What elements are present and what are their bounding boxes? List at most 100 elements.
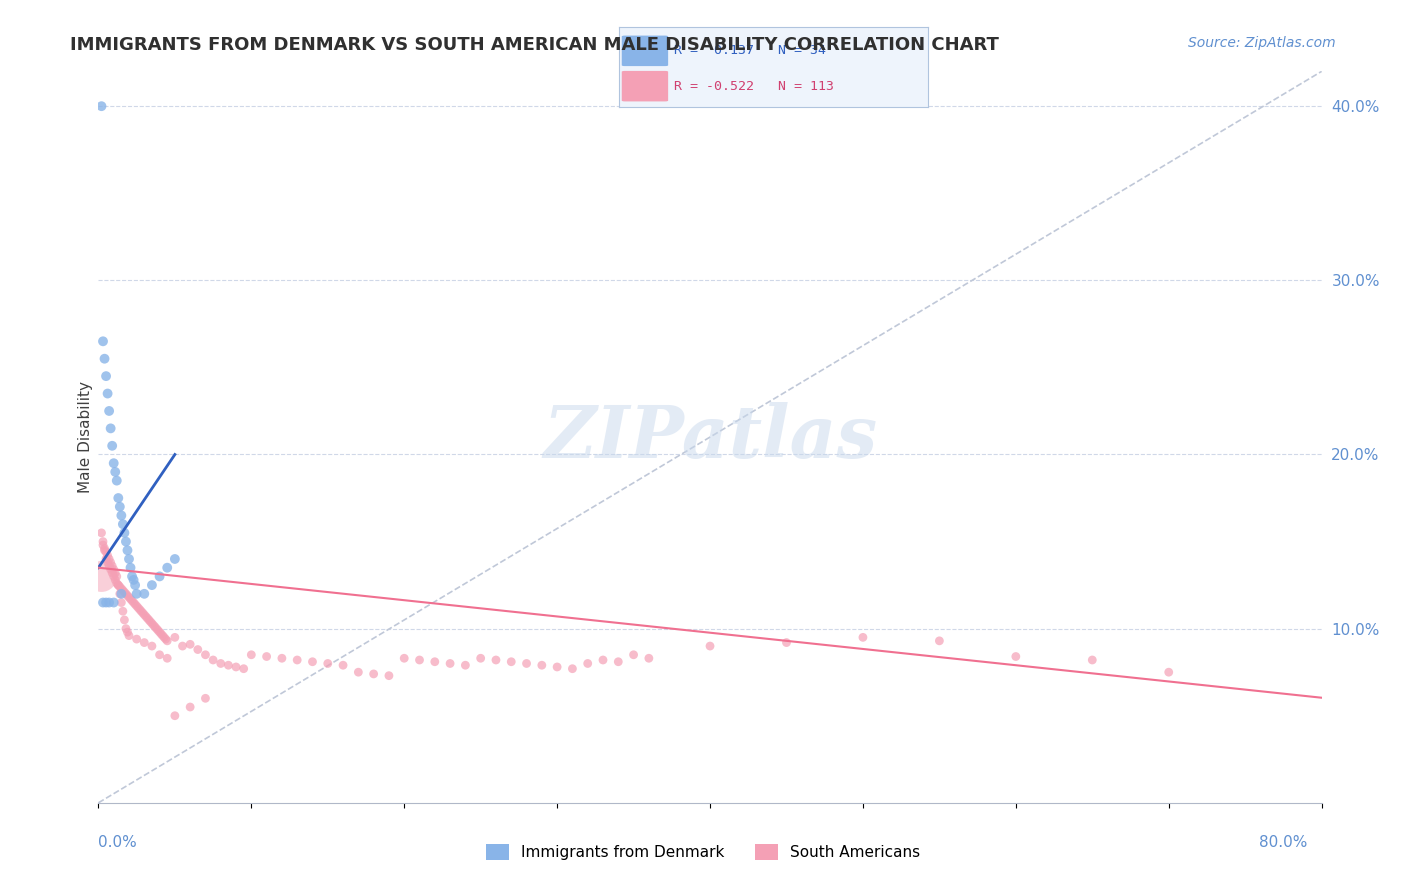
Text: IMMIGRANTS FROM DENMARK VS SOUTH AMERICAN MALE DISABILITY CORRELATION CHART: IMMIGRANTS FROM DENMARK VS SOUTH AMERICA… [70, 36, 1000, 54]
Point [156, 633, 179, 648]
Point [94, 595, 117, 609]
Point [118, 591, 141, 605]
Point [928, 633, 950, 648]
Point [134, 607, 156, 622]
Point [97, 549, 120, 563]
Point [105, 576, 128, 591]
Point [94, 545, 117, 559]
Point [155, 632, 177, 646]
Point [530, 658, 553, 673]
Point [546, 660, 568, 674]
Point [112, 525, 135, 540]
Point [1004, 649, 1026, 664]
Point [122, 573, 145, 587]
Point [592, 653, 614, 667]
Point [637, 651, 661, 665]
Point [104, 566, 127, 580]
Point [118, 552, 141, 566]
Point [1081, 653, 1104, 667]
Point [111, 604, 134, 618]
Point [454, 658, 477, 673]
Point [156, 651, 179, 665]
Text: 80.0%: 80.0% [1260, 836, 1308, 850]
Point [150, 627, 173, 641]
Point [104, 465, 127, 479]
Point [145, 622, 167, 636]
Point [149, 569, 172, 583]
Point [115, 534, 138, 549]
Text: R =  0.137   N = 34: R = 0.137 N = 34 [675, 45, 827, 57]
Point [146, 624, 169, 638]
Point [134, 635, 156, 649]
Point [179, 700, 201, 714]
Point [163, 631, 186, 645]
Point [122, 595, 145, 609]
Point [775, 635, 797, 649]
Point [172, 639, 194, 653]
Point [93, 541, 115, 556]
Point [121, 569, 143, 583]
Point [576, 657, 599, 671]
Legend: Immigrants from Denmark, South Americans: Immigrants from Denmark, South Americans [479, 838, 927, 866]
Point [194, 691, 217, 706]
Point [112, 585, 135, 599]
Point [121, 594, 143, 608]
Point [240, 648, 263, 662]
Point [132, 606, 155, 620]
Point [110, 587, 132, 601]
Y-axis label: Male Disability: Male Disability [77, 381, 93, 493]
Point [128, 602, 150, 616]
Point [153, 631, 176, 645]
Point [104, 573, 127, 587]
Point [124, 578, 146, 592]
Point [392, 651, 416, 665]
Point [187, 642, 209, 657]
Point [110, 508, 132, 523]
Point [125, 587, 148, 601]
Point [93, 543, 115, 558]
Point [139, 615, 162, 629]
Point [163, 552, 186, 566]
Point [143, 620, 166, 634]
Point [623, 648, 645, 662]
Point [91, 595, 114, 609]
Point [94, 552, 117, 566]
Point [363, 667, 385, 681]
Point [135, 609, 157, 624]
Point [607, 655, 630, 669]
Point [90, 569, 112, 583]
Point [149, 648, 172, 662]
Point [232, 662, 254, 676]
Point [90, 99, 112, 113]
Text: Source: ZipAtlas.com: Source: ZipAtlas.com [1188, 36, 1336, 50]
Point [134, 587, 156, 601]
Text: 0.0%: 0.0% [98, 836, 138, 850]
Point [152, 629, 174, 643]
Point [129, 604, 152, 618]
Point [94, 369, 117, 384]
Point [209, 657, 232, 671]
Point [103, 595, 125, 609]
Point [378, 668, 401, 682]
Point [408, 653, 430, 667]
Point [852, 631, 875, 645]
Point [110, 595, 132, 609]
Point [225, 660, 247, 674]
Point [115, 622, 138, 636]
Point [202, 653, 225, 667]
Point [141, 578, 163, 592]
Point [217, 658, 239, 673]
Point [117, 625, 139, 640]
FancyBboxPatch shape [621, 71, 668, 102]
Point [120, 560, 142, 574]
Point [117, 543, 139, 558]
Point [108, 580, 131, 594]
Point [91, 538, 114, 552]
Point [347, 665, 370, 680]
Point [124, 597, 146, 611]
Point [485, 653, 508, 667]
Point [141, 616, 163, 631]
Point [101, 566, 124, 580]
Point [111, 583, 134, 598]
Point [301, 655, 323, 669]
